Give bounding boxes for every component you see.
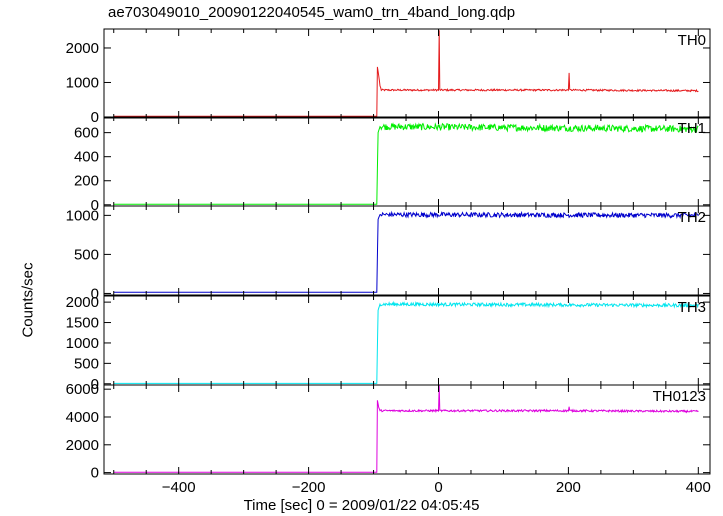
panel-label-th1: TH1 — [678, 120, 706, 137]
series-line-th3 — [113, 300, 699, 384]
y-tick-label: 0 — [91, 109, 99, 126]
x-tick-label: −400 — [162, 479, 196, 496]
panel-label-th3: TH3 — [678, 299, 706, 316]
series-line-th0123 — [113, 385, 699, 473]
series-line-th1 — [113, 122, 699, 205]
y-tick-label: 0 — [91, 376, 99, 393]
y-tick-label: 0 — [91, 285, 99, 302]
panel-frame-th3 — [103, 295, 711, 386]
y-tick-label: 500 — [74, 355, 99, 372]
panel-frame-th1 — [103, 116, 711, 207]
y-tick-label: 4000 — [66, 409, 99, 426]
chart-title: ae703049010_20090122040545_wam0_trn_4ban… — [108, 4, 516, 21]
y-tick-label: 2000 — [66, 294, 99, 311]
y-tick-label: 1500 — [66, 315, 99, 332]
panel-frame-th2 — [103, 205, 711, 296]
panel-label-th2: TH2 — [678, 209, 706, 226]
panel-frame-th0123 — [103, 384, 711, 475]
y-tick-label: 600 — [74, 125, 99, 142]
y-tick-label: 6000 — [66, 381, 99, 398]
y-tick-label: 0 — [91, 465, 99, 482]
y-tick-label: 200 — [74, 173, 99, 190]
y-tick-label: 2000 — [66, 40, 99, 57]
panel-label-th0: TH0 — [678, 32, 706, 49]
x-tick-label: 0 — [434, 479, 442, 496]
x-tick-label: −200 — [292, 479, 326, 496]
y-tick-label: 400 — [74, 149, 99, 166]
y-tick-label: 2000 — [66, 437, 99, 454]
y-tick-label: 500 — [74, 246, 99, 263]
y-tick-label: 1000 — [66, 335, 99, 352]
x-axis-label: Time [sec] 0 = 2009/01/22 04:05:45 — [243, 497, 480, 514]
series-line-th0 — [113, 30, 699, 117]
x-tick-label: 200 — [556, 479, 581, 496]
y-tick-label: 0 — [91, 197, 99, 214]
y-tick-label: 1000 — [66, 74, 99, 91]
series-line-th2 — [113, 210, 699, 293]
panel-label-th0123: TH0123 — [653, 388, 706, 405]
y-tick-label: 1000 — [66, 207, 99, 224]
x-tick-label: 400 — [686, 479, 711, 496]
panel-frame-th0 — [103, 28, 711, 119]
